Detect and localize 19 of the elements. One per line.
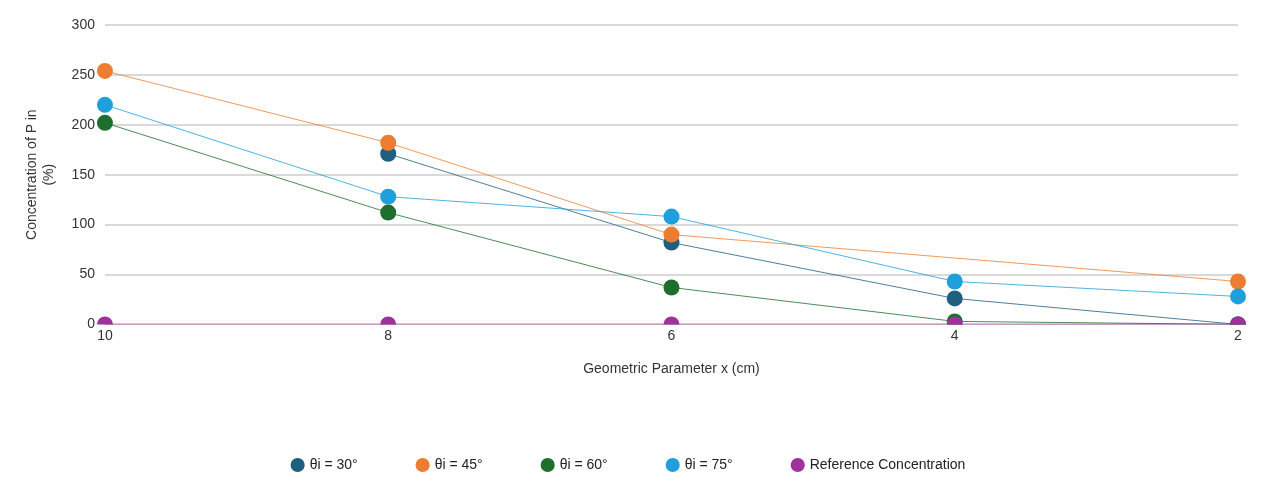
y-tick-label: 100	[71, 215, 96, 232]
x-tick-label: 6	[667, 326, 676, 343]
y-axis-title: Concentration of P in (%)	[23, 109, 57, 240]
legend-label: θi = 75°	[684, 455, 733, 472]
x-tick-label: 4	[950, 326, 959, 343]
y-tick-label: 200	[71, 115, 96, 132]
legend-label: θi = 60°	[559, 455, 608, 472]
y-tick-label: 50	[79, 265, 96, 282]
y-tick-label: 150	[71, 165, 96, 182]
y-tick-label: 250	[71, 65, 96, 82]
x-axis-title: Geometric Parameter x (cm)	[583, 360, 760, 377]
y-tick-label: 0	[87, 315, 96, 332]
x-tick-label: 2	[1234, 326, 1243, 343]
x-tick-label: 8	[384, 326, 393, 343]
legend-label: θi = 30°	[309, 455, 358, 472]
y-tick-label: 300	[71, 15, 96, 32]
legend-label: θi = 45°	[434, 455, 483, 472]
legend-label: Reference Concentration	[809, 455, 966, 472]
x-tick-label: 10	[97, 326, 113, 343]
